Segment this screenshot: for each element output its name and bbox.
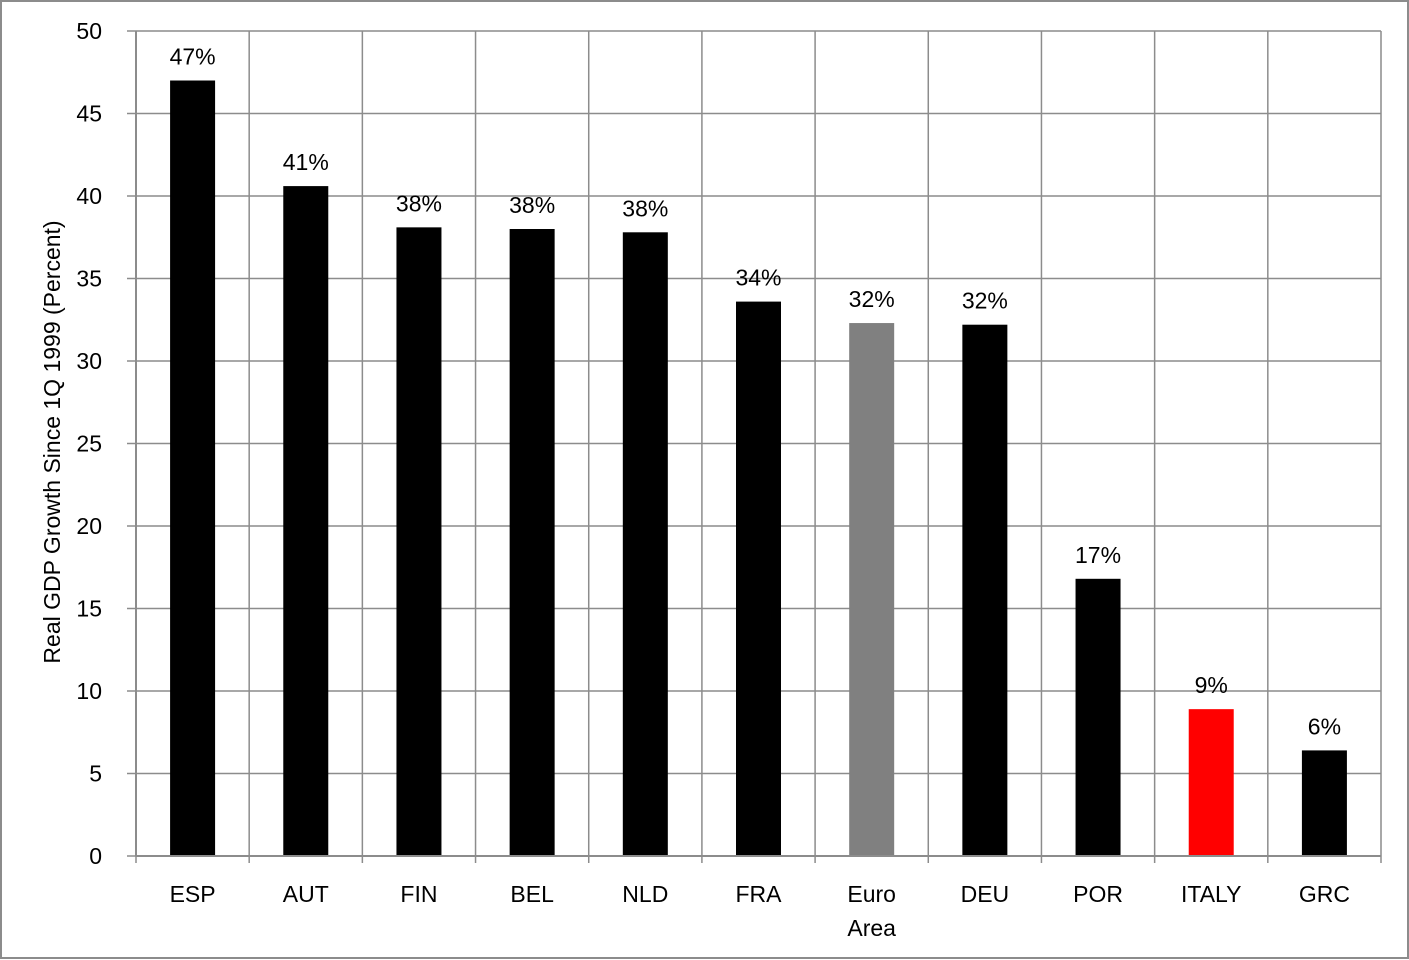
x-category-label-line: DEU bbox=[961, 881, 1010, 907]
bar-esp bbox=[170, 80, 216, 856]
x-category-label: ITALY bbox=[1181, 881, 1242, 907]
bar-fin bbox=[396, 227, 442, 857]
data-label: 38% bbox=[509, 192, 555, 218]
labels: 0 5 10 15 20 25 30 35 40 45 50 47% ESP 41% AUT 38% FIN 38… bbox=[76, 18, 1350, 941]
y-tick-label: 5 bbox=[89, 761, 102, 787]
bar-deu bbox=[962, 324, 1008, 856]
data-label: 34% bbox=[735, 265, 781, 291]
bar-bel bbox=[509, 229, 555, 856]
bar-por bbox=[1075, 578, 1121, 856]
x-category-label-line: FRA bbox=[736, 881, 783, 907]
y-tick-label: 35 bbox=[76, 266, 102, 292]
y-tick-label: 30 bbox=[76, 348, 102, 374]
x-category-label: AUT bbox=[283, 881, 329, 907]
x-category-label-line: FIN bbox=[400, 881, 437, 907]
x-category-label-line: ITALY bbox=[1181, 881, 1242, 907]
x-category-label-line: POR bbox=[1073, 881, 1123, 907]
data-label: 38% bbox=[622, 195, 668, 221]
y-tick-label: 45 bbox=[76, 101, 102, 127]
x-category-label-line: GRC bbox=[1299, 881, 1350, 907]
y-tick-label: 20 bbox=[76, 513, 102, 539]
y-tick-label: 40 bbox=[76, 183, 102, 209]
data-label: 9% bbox=[1195, 672, 1228, 698]
axes bbox=[127, 30, 1382, 863]
y-tick-label: 50 bbox=[76, 18, 102, 44]
x-category-label: NLD bbox=[622, 881, 668, 907]
data-label: 32% bbox=[962, 288, 1008, 314]
bar-italy bbox=[1188, 709, 1234, 856]
x-category-label: FRA bbox=[736, 881, 783, 907]
data-label: 41% bbox=[283, 149, 329, 175]
x-category-label: ESP bbox=[170, 881, 216, 907]
y-tick-label: 25 bbox=[76, 431, 102, 457]
x-category-label: FIN bbox=[400, 881, 437, 907]
data-label: 6% bbox=[1308, 713, 1341, 739]
y-axis-title: Real GDP Growth Since 1Q 1999 (Percent) bbox=[39, 220, 65, 663]
x-category-label: BEL bbox=[510, 881, 554, 907]
x-category-label-line: Area bbox=[847, 915, 896, 941]
bar-aut bbox=[283, 186, 329, 857]
x-category-label-line: NLD bbox=[622, 881, 668, 907]
x-category-label-line: BEL bbox=[510, 881, 554, 907]
data-label: 17% bbox=[1075, 542, 1121, 568]
bar-grc bbox=[1301, 750, 1347, 856]
x-category-label: POR bbox=[1073, 881, 1123, 907]
bar-fra bbox=[736, 301, 781, 857]
bar-nld bbox=[622, 232, 668, 857]
x-category-label: DEU bbox=[961, 881, 1010, 907]
y-tick-label: 15 bbox=[76, 596, 102, 622]
y-tick-label: 0 bbox=[89, 843, 102, 869]
x-category-label: Euro Area bbox=[847, 881, 896, 941]
x-category-label-line: Euro bbox=[847, 881, 896, 907]
x-category-label-line: AUT bbox=[283, 881, 329, 907]
data-label: 38% bbox=[396, 190, 442, 216]
data-label: 32% bbox=[849, 286, 895, 312]
bar-euro-area bbox=[849, 323, 895, 856]
x-category-label: GRC bbox=[1299, 881, 1350, 907]
data-label: 47% bbox=[170, 44, 216, 70]
y-tick-label: 10 bbox=[76, 678, 102, 704]
bars bbox=[170, 80, 1347, 857]
x-category-label-line: ESP bbox=[170, 881, 216, 907]
